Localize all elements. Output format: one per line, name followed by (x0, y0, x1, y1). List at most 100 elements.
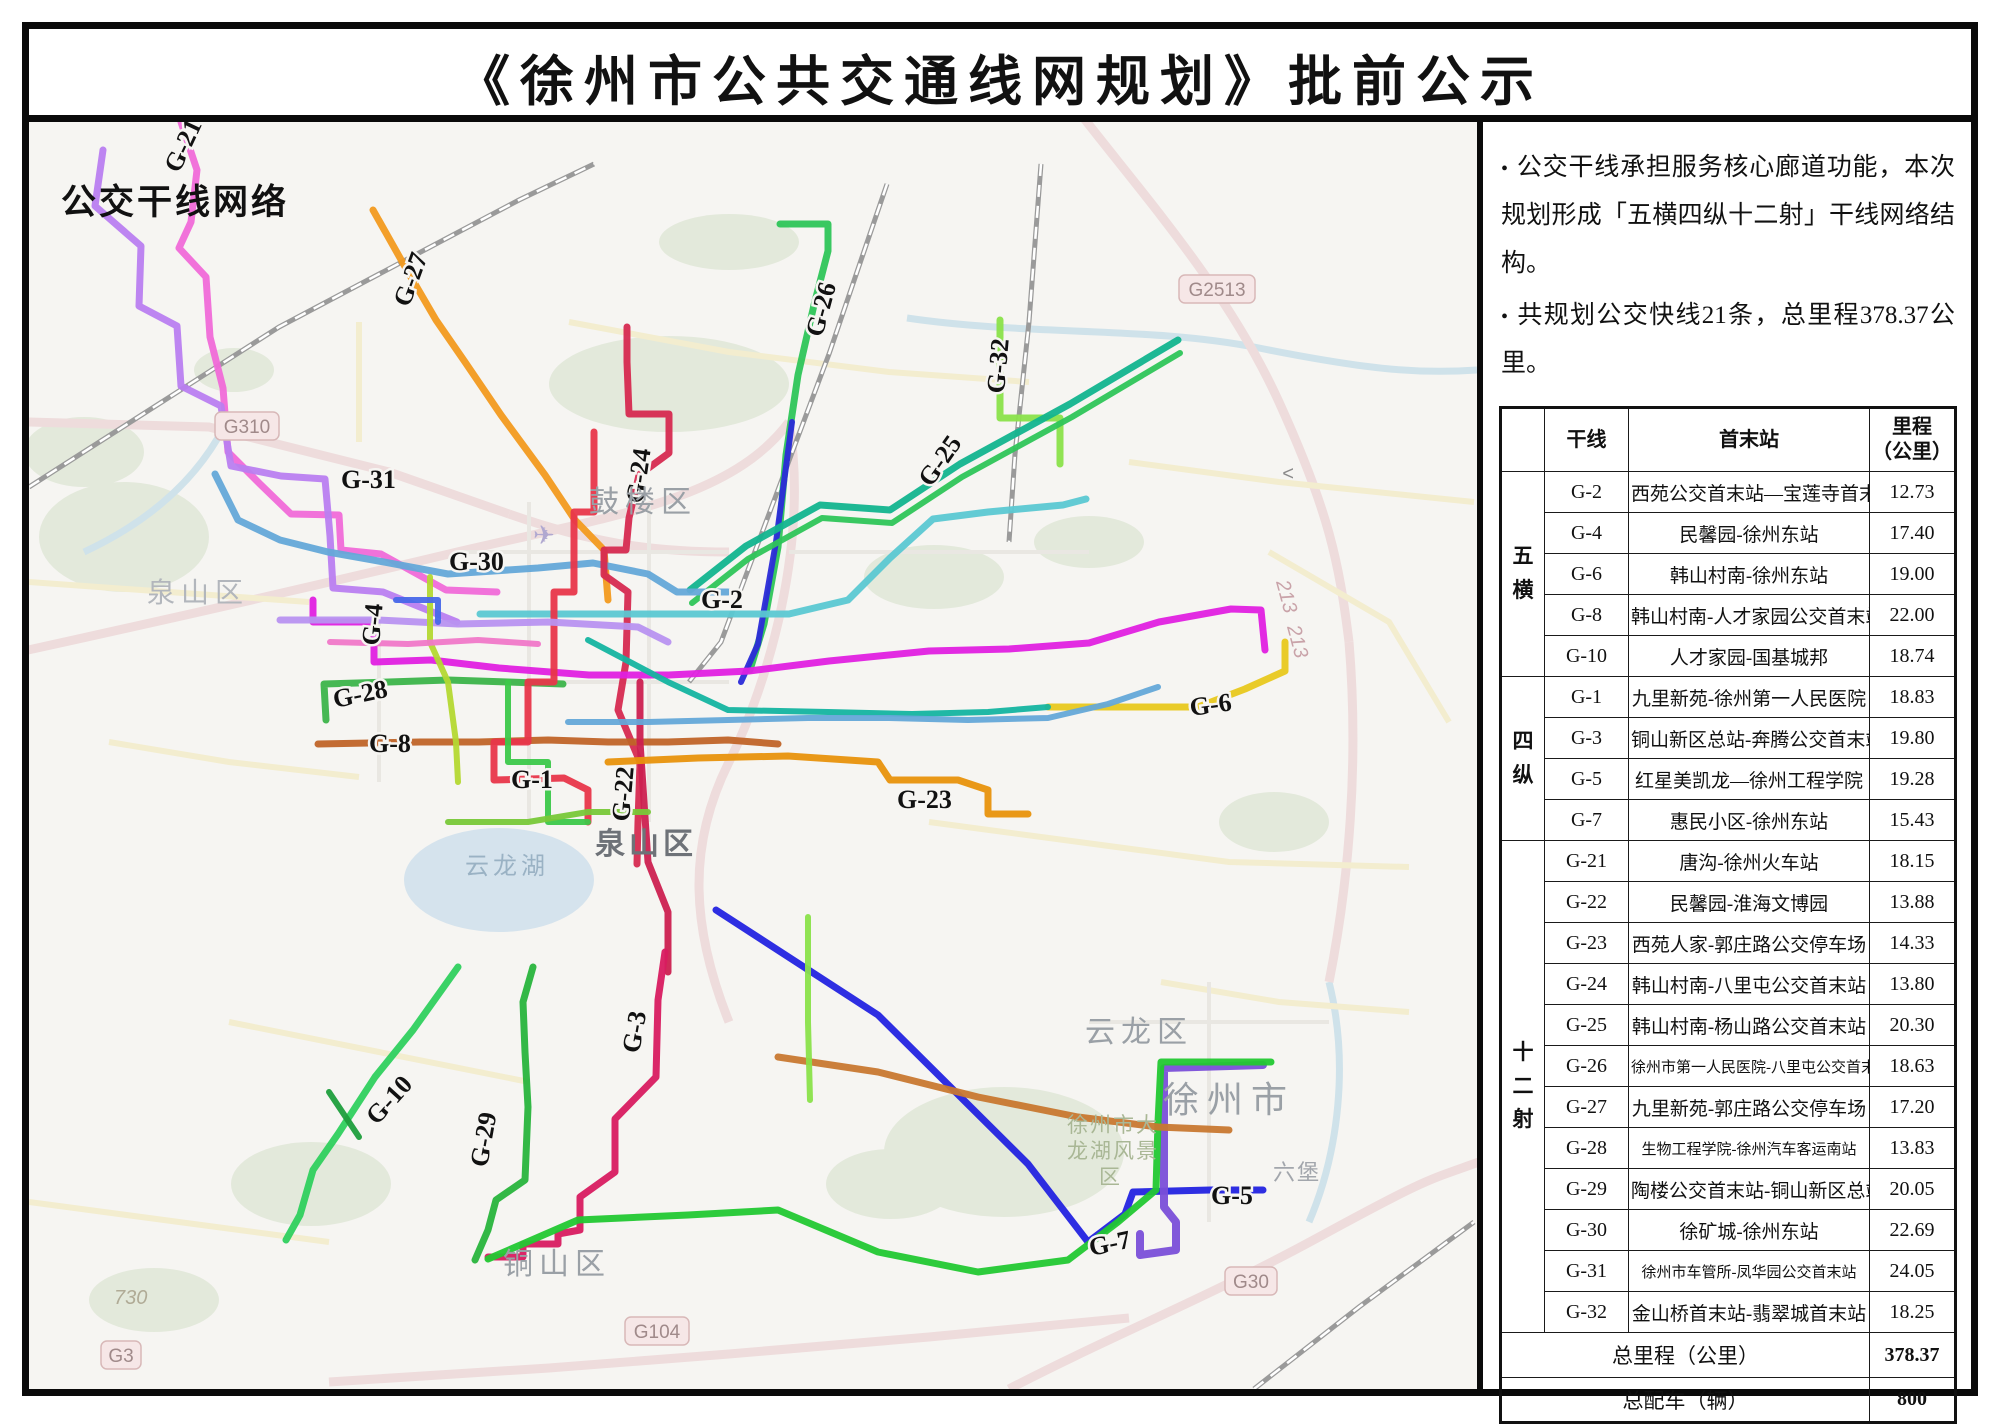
table-cell: 陶楼公交首末站-铜山新区总站 (1628, 1168, 1870, 1210)
table-row: G-6 韩山村南-徐州东站 19.00 (1501, 553, 1956, 595)
route-label-G-2: G-2 (701, 585, 743, 614)
route-line-G-29 (471, 963, 537, 1264)
table-header-cell: 里程 （公里） (1869, 407, 1956, 472)
summary-bullets: • 公交干线承担服务核心廊道功能，本次规划形成「五横四纵十二射」干线网络结构。 •… (1501, 144, 1955, 392)
route-line (689, 350, 1183, 606)
table-cell: 12.73 (1869, 471, 1956, 513)
table-cell: G-3 (1544, 717, 1629, 759)
table-row: G-28 生物工程学院-徐州汽车客运南站 13.83 (1501, 1127, 1956, 1169)
table-cell: 九里新苑-郭庄路公交停车场 (1628, 1086, 1870, 1128)
map-railways (29, 161, 1476, 1389)
district-label: 区 (1099, 1166, 1122, 1189)
poster-frame: 《徐州市公共交通线网规划》批前公示 (22, 22, 1978, 1424)
district-label: 六堡 (1273, 1160, 1321, 1185)
road-badge-G30: G30 (1224, 1266, 1278, 1296)
district-label: 云龙区 (1085, 1016, 1193, 1049)
table-cell: 徐矿城-徐州东站 (1628, 1209, 1870, 1251)
bullet-total-mileage: • 共规划公交快线21条，总里程378.37公里。 (1501, 302, 1955, 377)
road-badge-G310: G310 (214, 411, 280, 441)
table-cell: G-23 (1544, 922, 1629, 964)
info-panel: • 公交干线承担服务核心廊道功能，本次规划形成「五横四纵十二射」干线网络结构。 •… (1483, 122, 1971, 1424)
table-cell: G-32 (1544, 1291, 1629, 1333)
route-line (484, 1058, 1275, 1276)
table-header-cell: 首末站 (1628, 407, 1870, 472)
footer-value: 378.37 (1869, 1332, 1956, 1378)
table-cell: G-1 (1544, 676, 1629, 718)
route-label-G-30: G-30 (449, 547, 504, 576)
district-label: 龙湖风景 (1067, 1140, 1159, 1163)
district-label: 泉山区 (147, 577, 249, 608)
table-cell: G-5 (1544, 758, 1629, 800)
district-label: 徐州市大 (1067, 1114, 1159, 1137)
content-area: G-21 G-31 G-27 G-26 G-32 G-25 G-30 G-24 G-2 G-4 G-… (29, 115, 1971, 1424)
route-line-G-10 (282, 963, 462, 1244)
table-cell: 生物工程学院-徐州汽车客运南站 (1628, 1127, 1870, 1169)
table-cell: 15.43 (1869, 799, 1956, 841)
table-cell: 西苑公交首末站—宝莲寺首末站 (1628, 471, 1870, 513)
route-line-G-8 (314, 736, 782, 748)
table-cell: 14.33 (1869, 922, 1956, 964)
table-cell: G-22 (1544, 881, 1629, 923)
table-row: G-10 人才家园-国基城邦 18.74 (1501, 635, 1956, 677)
table-cell: 民馨园-淮海文博园 (1628, 881, 1870, 923)
table-cell: 20.05 (1869, 1168, 1956, 1210)
table-row: G-30 徐矿城-徐州东站 22.69 (1501, 1209, 1956, 1251)
route-line-G-2 (476, 495, 1090, 618)
table-cell: G-29 (1544, 1168, 1629, 1210)
route-line (774, 1053, 1233, 1134)
district-label: 云龙湖 (465, 853, 549, 880)
table-row: G-5 红星美凯龙—徐州工程学院 19.28 (1501, 758, 1956, 800)
road-badge-G3: G3 (100, 1340, 142, 1370)
table-row: 十二射 G-21 唐沟-徐州火车站 18.15 (1500, 840, 1956, 1333)
table-header-cell: 干线 (1544, 407, 1629, 472)
table-cell: 西苑人家-郭庄路公交停车场 (1628, 922, 1870, 964)
route-line (327, 637, 541, 647)
table-cell: 红星美凯龙—徐州工程学院 (1628, 758, 1870, 800)
table-cell: 13.88 (1869, 881, 1956, 923)
svg-text:G310: G310 (224, 417, 270, 438)
map-canvas: G-21G-31G-27 G-26G-32G-25G-30G-24G-2G-4G-… (29, 122, 1477, 1389)
footer-label: 总配车（辆） (1500, 1377, 1870, 1423)
table-cell: G-27 (1544, 1086, 1629, 1128)
table-cell: 17.20 (1869, 1086, 1956, 1128)
table-cell: 徐州市车管所-凤华园公交首末站 (1628, 1250, 1870, 1292)
table-cell: 唐沟-徐州火车站 (1628, 840, 1870, 882)
table-cell: G-6 (1544, 553, 1629, 595)
svg-text:G2513: G2513 (1188, 280, 1245, 301)
district-label: 泉山区 (595, 827, 697, 861)
route-line (427, 574, 461, 785)
table-row: G-27 九里新苑-郭庄路公交停车场 17.20 (1501, 1086, 1956, 1128)
route-line-G-23 (604, 752, 1032, 818)
bus-routes (91, 122, 1289, 1276)
table-cell: 人才家园-国基城邦 (1628, 635, 1870, 677)
district-label: 徐州市 (1163, 1079, 1295, 1120)
map-roads-major (29, 122, 1477, 1389)
district-label: 鼓楼区 (589, 486, 697, 519)
table-cell: 18.74 (1869, 635, 1956, 677)
airport-icon: ✈ (533, 521, 555, 550)
table-cell: 19.00 (1869, 553, 1956, 595)
route-line (585, 637, 1051, 717)
table-cell: 13.83 (1869, 1127, 1956, 1169)
route-line (565, 684, 1161, 725)
svg-text:G3: G3 (108, 1346, 133, 1367)
route-line (805, 914, 813, 1103)
table-cell: 18.83 (1869, 676, 1956, 718)
table-cell: G-7 (1544, 799, 1629, 841)
table-cell: G-28 (1544, 1127, 1629, 1169)
table-cell: 徐州市第一人民医院-八里屯公交首末站 (1628, 1045, 1870, 1087)
table-cell: 19.80 (1869, 717, 1956, 759)
route-label-G-31: G-31 (341, 465, 396, 494)
map-water (82, 314, 1477, 1224)
route-line-G-22 (636, 678, 672, 976)
route-label-G-5: G-5 (1211, 1181, 1253, 1210)
route-line (393, 597, 441, 625)
table-cell: 韩山村南-徐州东站 (1628, 553, 1870, 595)
table-cell: 韩山村南-人才家园公交首末站 (1628, 594, 1870, 636)
route-label-G-4: G-4 (356, 602, 389, 646)
route-label-G-6: G-6 (1188, 687, 1234, 722)
bullet-marker: • (1501, 306, 1509, 328)
route-line-G-24 (600, 323, 673, 868)
